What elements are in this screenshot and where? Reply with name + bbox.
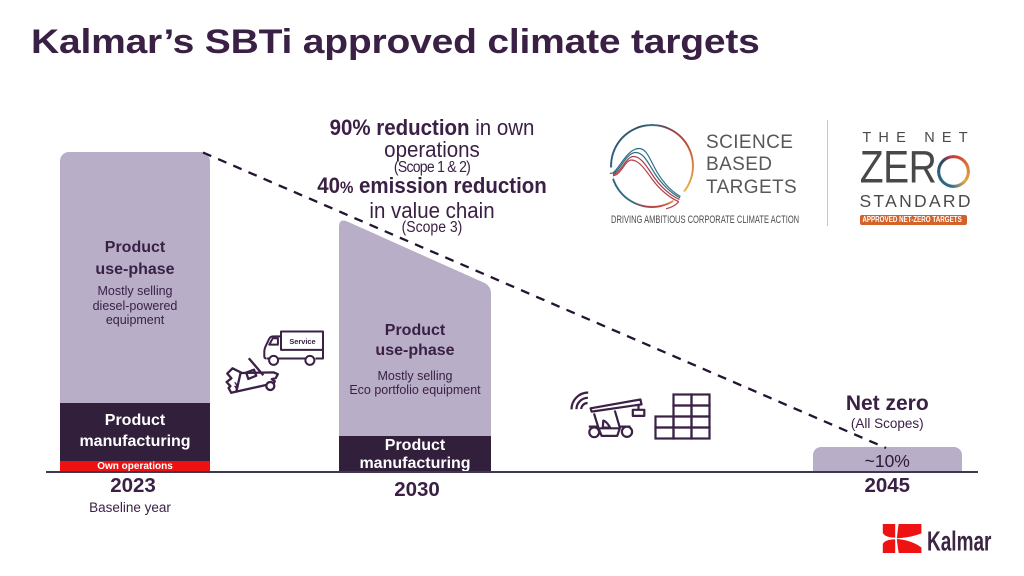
svg-text:Service: Service — [289, 337, 315, 346]
